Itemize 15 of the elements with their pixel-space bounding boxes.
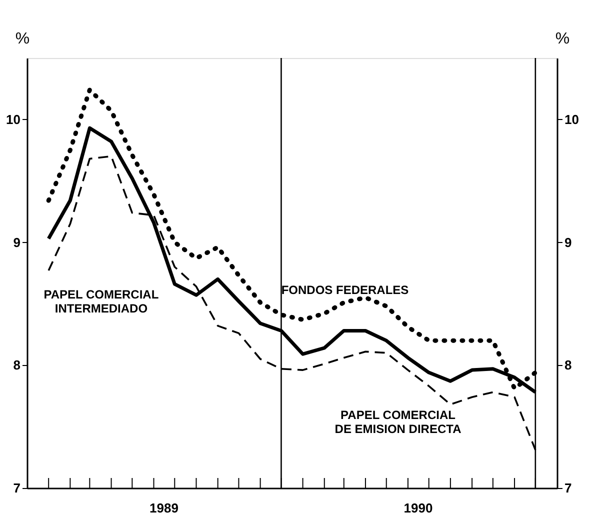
y2-tick-label: 10 xyxy=(564,112,579,127)
x-tick-label: 1989 xyxy=(150,500,178,515)
y2-tick-label: 7 xyxy=(564,480,572,496)
y-axis-title: % xyxy=(15,30,30,48)
y-tick-label: 10 xyxy=(6,112,20,127)
y-tick-label: 7 xyxy=(13,480,20,496)
x-tick-label: 1990 xyxy=(404,500,433,515)
series-label: FONDOS FEDERALES xyxy=(281,283,409,298)
y2-tick-label: 9 xyxy=(564,234,572,250)
y-tick-label: 8 xyxy=(13,358,20,373)
y-tick-label: 9 xyxy=(13,234,20,250)
series-label: PAPEL COMERCIAL DE EMISION DIRECTA xyxy=(334,408,462,436)
y2-axis-title: % xyxy=(555,30,570,48)
series-label: PAPEL COMERCIAL INTERMEDIADO xyxy=(44,288,159,316)
y2-tick-label: 8 xyxy=(564,358,572,373)
